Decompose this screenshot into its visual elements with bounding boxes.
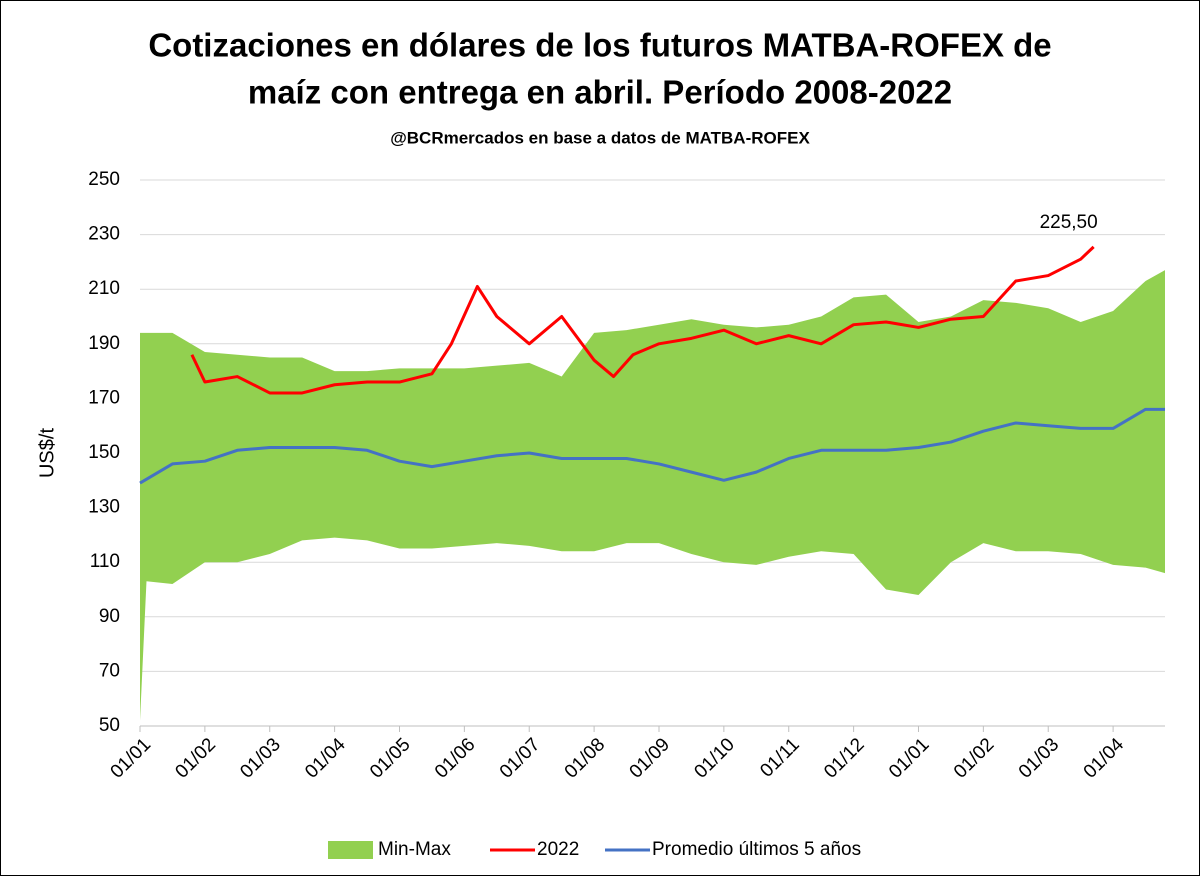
chart-subtitle: @BCRmercados en base a datos de MATBA-RO… (390, 128, 810, 147)
legend-label: 2022 (537, 839, 579, 860)
legend-label: Promedio últimos 5 años (652, 839, 861, 860)
y-tick-label: 150 (88, 442, 120, 463)
y-tick-label: 190 (88, 333, 120, 354)
y-tick-label: 170 (88, 387, 120, 408)
line (190, 245, 1095, 395)
chart-title: Cotizaciones en dólares de los futuros M… (148, 27, 1051, 64)
y-tick-label: 90 (99, 606, 120, 627)
y-tick-label: 130 (88, 497, 120, 518)
y-tick-label: 250 (88, 169, 120, 190)
line (139, 407, 1165, 485)
y-tick-label: 50 (99, 715, 120, 736)
y-tick-label: 230 (88, 224, 120, 245)
legend-swatch (328, 841, 373, 859)
y-tick-label: 70 (99, 660, 120, 681)
legend-label: Min-Max (378, 839, 451, 860)
chart-title: maíz con entrega en abril. Período 2008-… (248, 74, 952, 111)
y-axis-label: US$/t (36, 428, 58, 478)
y-tick-label: 210 (88, 278, 120, 299)
y-tick-label: 110 (90, 551, 120, 572)
data-label: 225,50 (1040, 212, 1098, 233)
